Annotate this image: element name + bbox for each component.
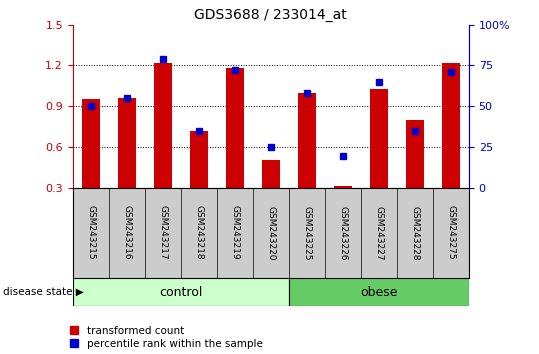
Bar — [334, 186, 352, 188]
Bar — [370, 88, 388, 188]
Text: GSM243216: GSM243216 — [122, 205, 132, 260]
Bar — [154, 63, 172, 188]
Bar — [406, 120, 424, 188]
Text: obese: obese — [360, 286, 398, 298]
Text: GSM243226: GSM243226 — [338, 206, 347, 260]
Text: GSM243227: GSM243227 — [375, 206, 383, 260]
Text: disease state ▶: disease state ▶ — [3, 287, 84, 297]
Title: GDS3688 / 233014_at: GDS3688 / 233014_at — [195, 8, 347, 22]
Legend: transformed count, percentile rank within the sample: transformed count, percentile rank withi… — [70, 326, 262, 349]
Bar — [82, 99, 100, 188]
Text: GSM243228: GSM243228 — [410, 206, 419, 260]
Text: control: control — [159, 286, 203, 298]
Text: GSM243218: GSM243218 — [195, 205, 203, 260]
Text: GSM243219: GSM243219 — [230, 205, 239, 260]
Text: GSM243215: GSM243215 — [86, 205, 95, 260]
Bar — [289, 278, 469, 306]
Bar — [262, 160, 280, 188]
Text: GSM243217: GSM243217 — [158, 205, 167, 260]
Text: GSM243225: GSM243225 — [302, 206, 312, 260]
Bar — [73, 278, 289, 306]
Bar — [442, 63, 460, 188]
Text: GSM243275: GSM243275 — [446, 205, 455, 260]
Text: GSM243220: GSM243220 — [266, 206, 275, 260]
Bar — [226, 68, 244, 188]
Bar — [298, 93, 316, 188]
Bar — [190, 131, 208, 188]
Bar — [118, 98, 136, 188]
